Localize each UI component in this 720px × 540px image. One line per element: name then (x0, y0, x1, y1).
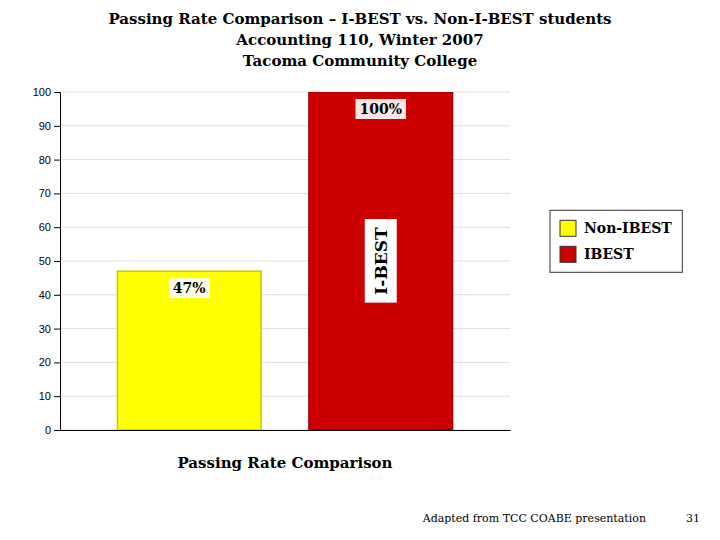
x-axis-line (61, 430, 511, 431)
y-tick: 90 (39, 120, 60, 132)
bar-annotation-box (365, 219, 397, 303)
chart: Passing Rate Comparison – I-BEST vs. Non… (0, 0, 720, 540)
y-tick-mark (54, 329, 60, 330)
legend-swatch (560, 220, 576, 236)
x-axis-title: Passing Rate Comparison (177, 454, 392, 472)
data-label: 47% (173, 280, 206, 296)
y-tick: 30 (39, 323, 60, 335)
y-tick: 70 (39, 187, 60, 199)
x-axis (61, 430, 511, 431)
footer: 31 (686, 512, 700, 525)
y-tick: 100 (33, 86, 60, 98)
y-tick-mark (54, 295, 60, 296)
y-tick-mark (54, 126, 60, 127)
y-axis: 0 10 20 30 40 50 60 70 80 90 100 (33, 86, 61, 436)
legend-label: Non-IBEST (584, 220, 672, 236)
y-tick-mark (54, 396, 60, 397)
data-labels: 47% 100% (169, 99, 406, 298)
y-tick-mark (54, 160, 60, 161)
plot: 0 10 20 30 40 50 60 70 80 90 100 47% 100% I-BEST (33, 86, 511, 436)
data-label-box (355, 99, 406, 119)
y-tick-mark (54, 430, 60, 431)
y-tick-label: 100 (33, 86, 51, 98)
y-tick-label: 50 (39, 255, 51, 267)
y-tick-label: 80 (39, 154, 51, 166)
y-tick-label: 60 (39, 221, 51, 233)
data-label: 100% (359, 101, 402, 117)
bar-annotation-group: I-BEST (365, 219, 397, 303)
y-tick-mark (54, 227, 60, 228)
y-tick-label: 30 (39, 323, 51, 335)
title: Passing Rate Comparison – I-BEST vs. Non… (108, 10, 611, 28)
y-tick: 80 (39, 154, 60, 166)
y-axis-line (54, 93, 61, 431)
y-tick-label: 90 (39, 120, 51, 132)
y-tick-mark (54, 362, 60, 363)
y-tick-mark (54, 92, 60, 93)
y-tick-label: 0 (45, 424, 51, 436)
y-tick: 40 (39, 289, 60, 301)
legend-swatch (560, 246, 576, 262)
y-tick: 0 (45, 424, 60, 436)
y-tick: 20 (39, 356, 60, 368)
grid (60, 92, 510, 430)
bars (117, 92, 452, 430)
data-label-group: 47% (169, 278, 210, 298)
title: Tacoma Community College (243, 52, 477, 70)
y-tick-label: 10 (39, 390, 51, 402)
y-tick: 10 (39, 390, 60, 402)
bar (309, 92, 453, 430)
legend-frame (550, 210, 682, 272)
data-label-group: 100% (355, 99, 406, 119)
bar (117, 271, 261, 430)
y-tick-mark (54, 261, 60, 262)
bar-annotation: I-BEST (371, 227, 391, 295)
footer: Adapted from TCC COABE presentation (422, 512, 646, 525)
title: Accounting 110, Winter 2007 (235, 31, 483, 49)
y-tick-label: 70 (39, 187, 51, 199)
y-tick: 50 (39, 255, 60, 267)
y-tick-label: 20 (39, 356, 51, 368)
y-tick-label: 40 (39, 289, 51, 301)
legend: Non-IBEST IBEST (550, 210, 682, 272)
legend-label: IBEST (584, 246, 634, 262)
y-tick-mark (54, 193, 60, 194)
data-label-box (169, 278, 210, 298)
y-tick: 60 (39, 221, 60, 233)
